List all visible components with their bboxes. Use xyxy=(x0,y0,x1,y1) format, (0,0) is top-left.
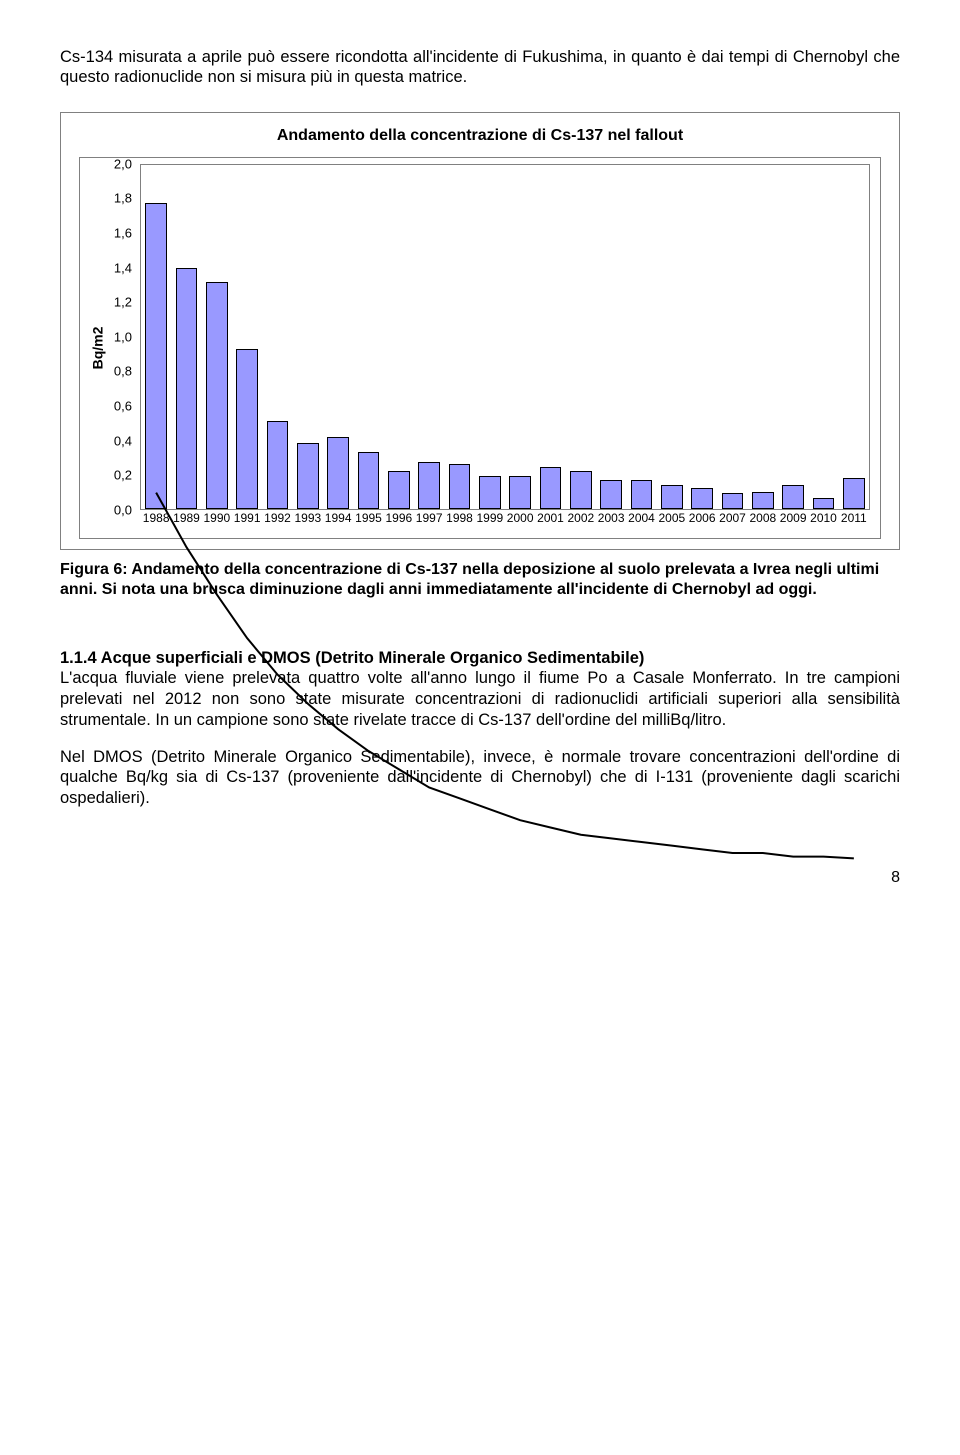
x-tick-label: 2002 xyxy=(567,511,594,525)
chart-outer-frame: Bq/m2 0,00,20,40,60,81,01,21,41,61,82,0 … xyxy=(79,157,881,539)
x-tick-label: 2001 xyxy=(537,511,564,525)
x-tick-label: 2006 xyxy=(689,511,716,525)
x-tick-label: 1999 xyxy=(476,511,503,525)
x-tick-label: 2007 xyxy=(719,511,746,525)
y-tick-label: 2,0 xyxy=(114,156,132,171)
x-tick-label: 1990 xyxy=(203,511,230,525)
y-tick-label: 0,4 xyxy=(114,433,132,448)
x-tick-label: 1989 xyxy=(173,511,200,525)
x-tick-label: 1993 xyxy=(294,511,321,525)
y-tick-label: 1,6 xyxy=(114,225,132,240)
y-tick-label: 0,2 xyxy=(114,468,132,483)
intro-paragraph: Cs-134 misurata a aprile può essere rico… xyxy=(60,47,900,88)
x-tick-label: 2003 xyxy=(598,511,625,525)
x-tick-label: 1996 xyxy=(385,511,412,525)
x-tick-label: 2008 xyxy=(749,511,776,525)
x-tick-label: 1994 xyxy=(325,511,352,525)
x-tick-label: 1997 xyxy=(416,511,443,525)
x-tick-label: 2010 xyxy=(810,511,837,525)
y-axis-label-column: Bq/m2 xyxy=(80,158,106,538)
y-axis-ticks: 0,0 0,2 0,4 0,6 0,8 1,0 1,2 1,4 1,6 1,8 2,0 xyxy=(106,158,136,538)
x-axis-labels: 198819891990 199119921993 199419951996 1997… xyxy=(141,511,869,531)
x-tick-label: 2005 xyxy=(658,511,685,525)
x-tick-label: 1991 xyxy=(234,511,261,525)
y-tick-label: 0,8 xyxy=(114,364,132,379)
y-tick-label: 1,2 xyxy=(114,295,132,310)
x-tick-label: 2000 xyxy=(507,511,534,525)
x-tick-label: 1995 xyxy=(355,511,382,525)
trend-line xyxy=(156,492,854,858)
x-tick-label: 2009 xyxy=(780,511,807,525)
y-tick-label: 1,4 xyxy=(114,260,132,275)
x-tick-label: 1998 xyxy=(446,511,473,525)
y-tick-label: 1,8 xyxy=(114,191,132,206)
chart-plot-area: 1988198919901991199219931994199519961997… xyxy=(140,164,870,510)
page: Cs-134 misurata a aprile può essere rico… xyxy=(0,0,960,927)
y-axis-label: Bq/m2 xyxy=(89,326,105,369)
x-tick-label: 1988 xyxy=(143,511,170,525)
y-tick-label: 0,6 xyxy=(114,398,132,413)
chart-container: Andamento della concentrazione di Cs-137… xyxy=(60,112,900,550)
x-tick-label: 2011 xyxy=(841,511,867,525)
x-tick-label: 2004 xyxy=(628,511,655,525)
x-tick-label: 1992 xyxy=(264,511,291,525)
chart-title: Andamento della concentrazione di Cs-137… xyxy=(79,127,881,145)
y-tick-label: 1,0 xyxy=(114,329,132,344)
y-tick-label: 0,0 xyxy=(114,502,132,517)
